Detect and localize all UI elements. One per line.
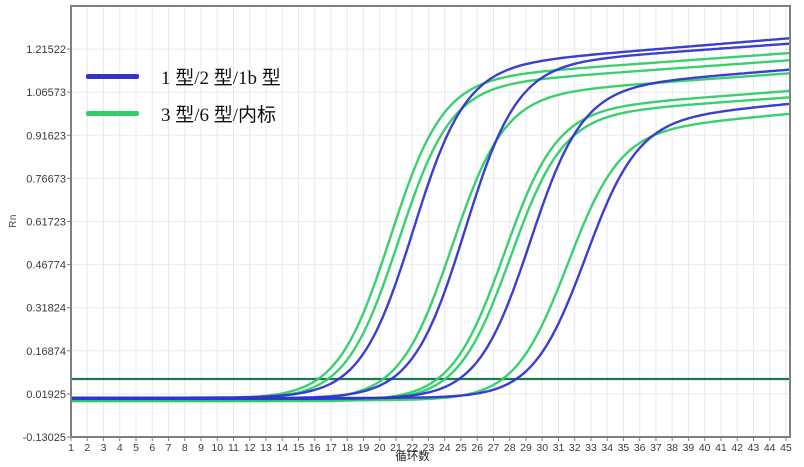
y-axis-title: Rn: [8, 214, 19, 228]
y-tick-label: 0.16874: [26, 346, 66, 358]
y-tick-label: 0.76673: [26, 173, 66, 185]
x-tick-label: 37: [650, 442, 662, 454]
y-tick-label: 0.61723: [26, 217, 66, 229]
x-tick-label: 4: [117, 442, 123, 454]
x-tick-label: 10: [211, 442, 223, 454]
x-tick-label: 29: [520, 442, 532, 454]
x-tick-label: 34: [601, 442, 613, 454]
y-tick-label: 0.31824: [26, 303, 66, 315]
x-tick-label: 36: [634, 442, 646, 454]
x-tick-label: 13: [260, 442, 272, 454]
x-tick-label: 35: [618, 442, 630, 454]
x-tick-label: 20: [374, 442, 386, 454]
x-tick-label: 22: [406, 442, 418, 454]
x-tick-label: 30: [536, 442, 548, 454]
x-tick-label: 39: [683, 442, 695, 454]
legend-label-blue: 1 型/2 型/1b 型: [161, 68, 281, 89]
legend-line-green-icon: [86, 111, 139, 116]
x-tick-label: 43: [748, 442, 760, 454]
x-tick-label: 45: [780, 442, 792, 454]
legend-line-blue-icon: [86, 74, 139, 79]
legend-label-green: 3 型/6 型/内标: [161, 105, 277, 126]
x-tick-label: 23: [423, 442, 435, 454]
x-tick-label: 18: [341, 442, 353, 454]
x-tick-label: 41: [715, 442, 727, 454]
x-tick-label: 16: [309, 442, 321, 454]
x-tick-label: 26: [471, 442, 483, 454]
x-tick-label: 33: [585, 442, 597, 454]
x-tick-label: 6: [149, 442, 155, 454]
x-tick-label: 9: [198, 442, 204, 454]
x-tick-label: 31: [553, 442, 565, 454]
x-tick-label: 24: [439, 442, 451, 454]
curve-group4-green: [71, 112, 790, 402]
x-axis-title: 循环数: [395, 451, 430, 463]
x-tick-label: 3: [101, 442, 107, 454]
x-tick-label: 38: [666, 442, 678, 454]
y-tick-label: 0.46774: [26, 260, 66, 272]
x-tick-label: 12: [244, 442, 256, 454]
curve-group3-green-b: [71, 96, 790, 403]
x-tick-label: 1: [68, 442, 74, 454]
legend-item-blue: 1 型/2 型/1b 型: [86, 58, 281, 95]
y-tick-label: 0.91623: [26, 130, 66, 142]
x-tick-label: 2: [84, 442, 90, 454]
x-tick-label: 11: [228, 442, 239, 454]
x-tick-label: 5: [133, 442, 139, 454]
x-tick-label: 21: [390, 442, 402, 454]
curves-group: [71, 37, 790, 403]
curve-group3-green-a: [71, 89, 790, 402]
legend: 1 型/2 型/1b 型 3 型/6 型/内标: [86, 58, 281, 132]
x-tick-label: 42: [731, 442, 743, 454]
y-tick-label: 1.21522: [26, 44, 66, 56]
x-tick-label: 7: [166, 442, 172, 454]
x-tick-label: 32: [569, 442, 581, 454]
y-tick-label: 1.06573: [26, 87, 66, 99]
x-tick-label: 44: [764, 442, 776, 454]
y-tick-label: 0.01925: [26, 389, 66, 401]
x-tick-label: 19: [358, 442, 370, 454]
x-tick-label: 17: [325, 442, 337, 454]
y-tick-label: -0.13025: [23, 432, 66, 444]
x-tick-label: 28: [504, 442, 516, 454]
x-tick-label: 8: [182, 442, 188, 454]
x-tick-label: 25: [455, 442, 467, 454]
x-tick-label: 14: [276, 442, 288, 454]
x-tick-label: 15: [293, 442, 305, 454]
x-tick-label: 27: [488, 442, 500, 454]
x-tick-label: 40: [699, 442, 711, 454]
legend-item-green: 3 型/6 型/内标: [86, 95, 281, 132]
curve-group4-blue: [71, 102, 790, 400]
